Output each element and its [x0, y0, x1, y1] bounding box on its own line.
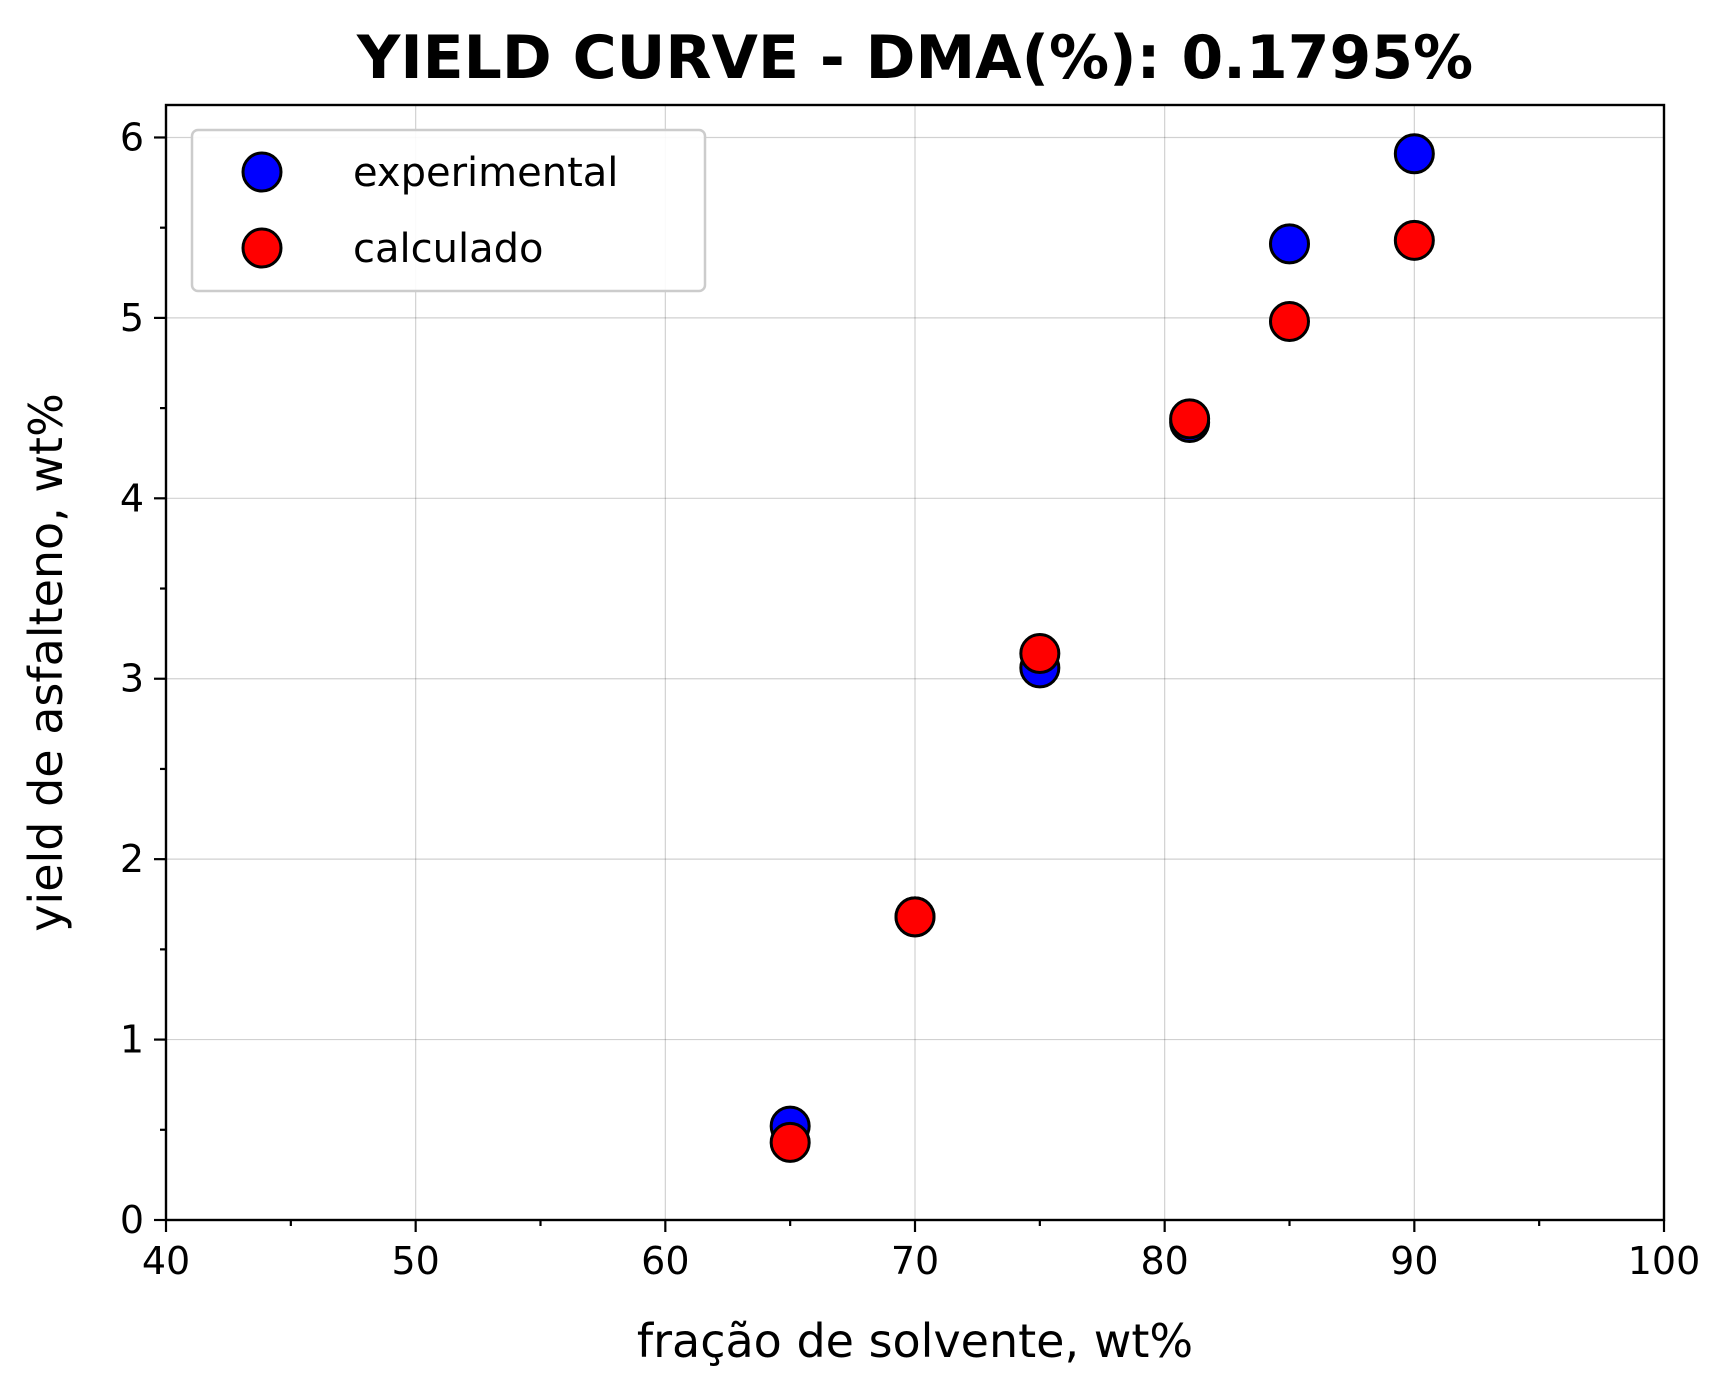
- x-tick-label: 100: [1628, 1239, 1701, 1283]
- legend: experimental calculado: [190, 128, 707, 293]
- x-tick-label: 60: [641, 1239, 689, 1283]
- y-tick-label: 5: [120, 296, 144, 340]
- data-point-calculado: [1393, 219, 1435, 261]
- x-tick-label: 90: [1390, 1239, 1438, 1283]
- x-tick-label: 40: [142, 1239, 190, 1283]
- x-tick-label: 70: [891, 1239, 939, 1283]
- y-axis-label: yield de asfalteno, wt%: [19, 393, 73, 932]
- data-point-calculado: [894, 896, 936, 938]
- data-point-experimental: [1269, 223, 1310, 265]
- legend-marker-calculado: [241, 227, 283, 269]
- axis-ticks: 40 50 60 70 80 90 100 0 1 2 3 4 5 6: [120, 115, 1700, 1283]
- x-axis-label: fração de solvente, wt%: [637, 1314, 1193, 1368]
- y-tick-label: 3: [120, 657, 144, 701]
- series-points: [769, 133, 1435, 1163]
- series-calculado: [769, 219, 1435, 1163]
- chart-title: YIELD CURVE - DMA(%): 0.1795%: [356, 23, 1473, 93]
- data-point-calculado: [769, 1121, 811, 1163]
- y-tick-label: 0: [120, 1198, 144, 1242]
- y-tick-label: 6: [120, 115, 144, 159]
- legend-box: [190, 128, 707, 293]
- x-tick-label: 50: [391, 1239, 439, 1283]
- legend-marker-experimental: [241, 151, 283, 193]
- y-tick-label: 4: [120, 476, 144, 520]
- legend-label-calculado: calculado: [353, 226, 543, 272]
- data-point-calculado: [1169, 398, 1211, 440]
- data-point-calculado: [1269, 301, 1310, 343]
- legend-label-experimental: experimental: [353, 150, 618, 196]
- x-tick-label: 80: [1140, 1239, 1188, 1283]
- y-tick-label: 1: [120, 1018, 144, 1062]
- data-point-calculado: [1019, 632, 1061, 674]
- series-experimental: [769, 133, 1435, 1147]
- y-tick-label: 2: [120, 837, 144, 881]
- data-point-experimental: [1393, 133, 1435, 175]
